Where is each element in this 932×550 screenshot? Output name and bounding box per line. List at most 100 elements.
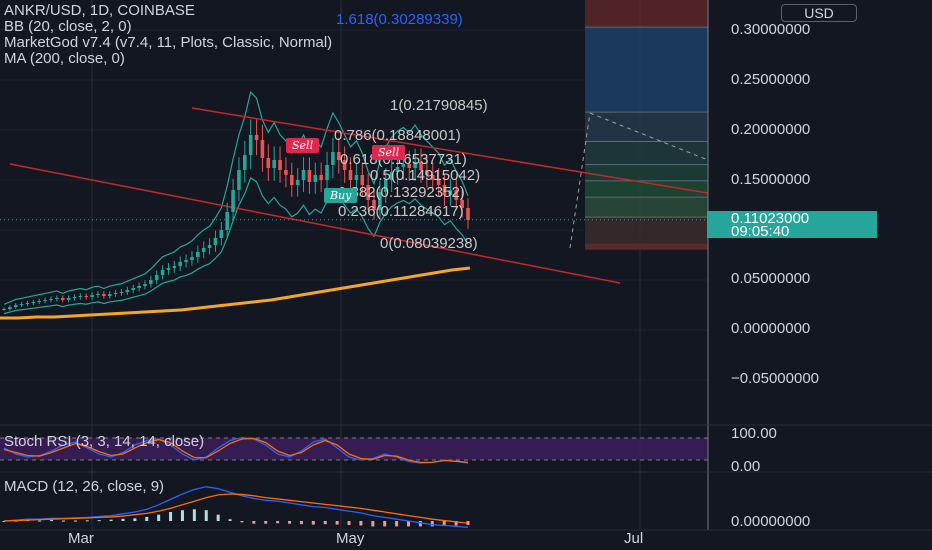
candle-body (72, 297, 77, 298)
candle-body (119, 292, 124, 293)
ma200-path (0, 266, 471, 320)
candle-body (143, 284, 147, 286)
macd-hist-bar (359, 521, 363, 526)
macd-hist-bar (395, 521, 399, 527)
candle-body (31, 302, 36, 303)
fib-label: 0.382(0.13292352) (338, 184, 465, 201)
trendline-lower (9, 163, 621, 284)
fib-zones (569, 0, 709, 250)
x-tick: Mar (68, 530, 94, 547)
stoch-tick: 0.00 (731, 458, 761, 475)
macd-hist-bar (347, 521, 351, 526)
candle-body (225, 212, 229, 230)
marketgod-legend[interactable]: MarketGod v7.4 (v7.4, 11, Plots, Classic… (4, 34, 333, 51)
projection-line (589, 112, 709, 161)
macd-hist-bar (252, 521, 256, 524)
candle-body (96, 294, 100, 295)
candle-body (78, 296, 83, 297)
candle-body (378, 192, 382, 210)
fib-zone (585, 0, 708, 28)
macd-hist-bar (407, 521, 411, 527)
stoch-rsi-pane (0, 436, 708, 464)
macd-tick: 0.00000000 (731, 513, 811, 530)
candle-body (213, 238, 218, 245)
candle-body (243, 155, 247, 170)
projection-line (569, 112, 591, 249)
macd-hist-bar (276, 521, 280, 524)
candle-body (336, 152, 341, 160)
stoch-d (3, 437, 469, 464)
candle-body (413, 162, 417, 168)
bb-legend[interactable]: BB (20, close, 2, 0) (4, 18, 132, 35)
candle-body (266, 158, 271, 168)
fib-zone (585, 141, 708, 165)
candle-body (102, 294, 106, 296)
currency-button[interactable]: USD (781, 4, 857, 22)
macd-hist-bar (204, 510, 208, 521)
candle-body (278, 160, 282, 170)
x-tick: Jul (624, 530, 644, 547)
macd-legend[interactable]: MACD (12, 26, close, 9) (4, 478, 165, 495)
candle-body (289, 175, 294, 185)
candle-body (331, 152, 335, 165)
trendline-upper (191, 107, 709, 194)
macd-signal (3, 493, 469, 524)
fib-zone (585, 112, 708, 142)
macd-hist-bar (454, 521, 458, 526)
candle-body (348, 170, 353, 180)
candle-body (107, 294, 112, 296)
macd-hist-bar (371, 521, 375, 527)
candle-body (8, 307, 12, 309)
candle-body (131, 288, 136, 290)
fib-label: 1.618(0.30289339) (336, 11, 463, 28)
macd-hist-bar (61, 520, 65, 522)
candle-body (460, 200, 464, 208)
stoch-legend[interactable]: Stoch RSI (3, 3, 14, 14, close) (4, 433, 205, 450)
macd-hist-bar (73, 520, 77, 522)
candle-body (284, 170, 288, 175)
bb-lower (3, 176, 469, 315)
candle-body (383, 180, 388, 192)
fib-label: 1(0.21790845) (390, 97, 488, 114)
candle-body (354, 175, 359, 180)
fib-label: 0(0.08039238) (380, 235, 478, 252)
macd-hist-bar (240, 521, 244, 523)
fib-label: 0.5(0.14915042) (370, 167, 481, 184)
current-price-label: 0.11023000 09:05:40 (707, 210, 877, 239)
macd-hist-bar (228, 519, 232, 521)
y-tick: −0.05000000 (731, 370, 820, 387)
macd-hist-bar (85, 520, 89, 522)
candle-body (430, 175, 435, 180)
macd-hist-bar (133, 518, 137, 521)
macd-hist-bar (38, 520, 42, 522)
candle-body (201, 248, 206, 252)
candle-body (37, 301, 42, 302)
ma-legend[interactable]: MA (200, close, 0) (4, 50, 125, 67)
macd-hist-bar (169, 512, 173, 521)
candle-body (313, 175, 318, 182)
candle-body (436, 180, 441, 185)
candle-body (360, 175, 365, 185)
axes (0, 0, 932, 531)
candle-body (342, 160, 347, 170)
current-price: 0.11023000 (731, 210, 810, 227)
fib-zone (585, 197, 708, 218)
stoch-tick: 100.00 (731, 425, 777, 442)
fib-label: 0.786(0.18848001) (334, 127, 461, 144)
candle-body (154, 275, 159, 280)
macd-hist-bar (180, 510, 184, 521)
candle-body (43, 300, 47, 301)
macd-hist-bar (418, 521, 422, 527)
candle-body (466, 208, 470, 220)
macd-hist-bar (288, 521, 292, 524)
y-tick: 0.20000000 (731, 121, 811, 138)
candle-body (260, 140, 265, 158)
candle-body (166, 268, 171, 270)
macd-hist-bar (192, 509, 196, 521)
macd-hist-bar (299, 521, 303, 525)
x-tick: May (336, 530, 365, 547)
candle-body (2, 309, 6, 310)
macd-hist-bar (145, 516, 149, 521)
candle-body (419, 162, 423, 170)
